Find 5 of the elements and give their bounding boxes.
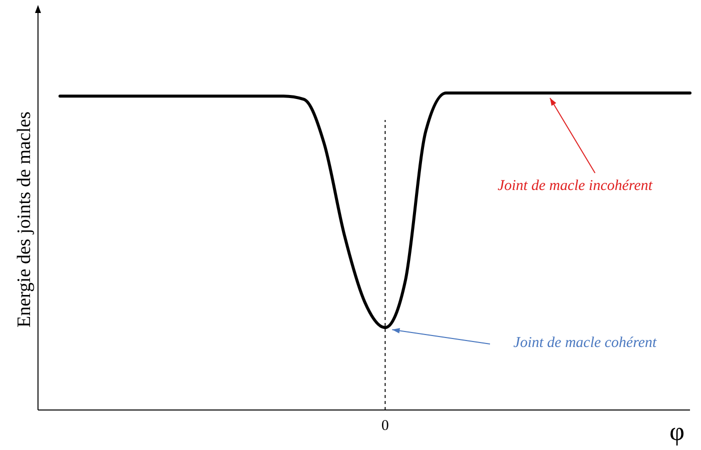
x-axis-title: φ <box>669 417 685 446</box>
y-axis-title: Energie des joints de macles <box>14 112 35 328</box>
text: 0 <box>381 418 389 434</box>
annotation: Joint de macle cohérent <box>513 335 658 351</box>
annotation: Joint de macle incohérent <box>498 178 654 194</box>
